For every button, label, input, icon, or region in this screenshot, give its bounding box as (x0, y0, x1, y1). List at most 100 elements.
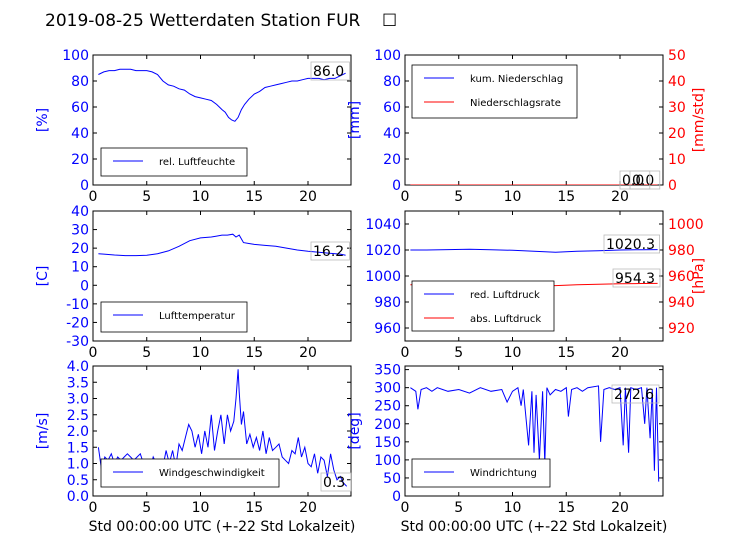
x-tick-label: 5 (454, 189, 463, 205)
y-tick-label: 40 (383, 126, 401, 142)
y-tick-label: 1000 (365, 269, 401, 285)
y-tick-label: 2.0 (67, 424, 89, 440)
legend-label: kum. Niederschlag (470, 74, 563, 85)
y-tick-label: 250 (374, 399, 401, 415)
y-tick-label: 1.5 (67, 440, 89, 456)
current-value-label: 86.0 (313, 64, 344, 80)
y-right-tick-label: 940 (668, 295, 695, 311)
legend: kum. Niederschlag Niederschlagsrate (411, 64, 578, 119)
y-tick-label: 100 (62, 48, 89, 64)
legend: Windrichtung (411, 458, 551, 488)
figure-title: 2019-08-25 Wetterdaten Station FUR (45, 11, 361, 31)
x-axis-label: Std 00:00:00 UTC (+-22 Std Lokalzeit) (89, 519, 356, 535)
y-tick-label: 0 (80, 178, 89, 194)
legend-label: Windrichtung (470, 468, 537, 479)
y-tick-label: 0.0 (67, 489, 89, 505)
x-tick-label: 5 (142, 345, 151, 361)
y-tick-label: 0 (392, 489, 401, 505)
panel-temperature: 0 5 10 15 20 -30 -20 -10 0 10 20 30 40 [C] Lufttempera… (35, 204, 352, 361)
current-value-label-box (310, 241, 350, 261)
current-value-label: 272.6 (614, 387, 654, 403)
y-axis-label: [deg] (347, 412, 363, 449)
x-tick-label: 10 (504, 345, 522, 361)
x-axis-label: Std 00:00:00 UTC (+-22 Std Lokalzeit) (401, 519, 668, 535)
y-right-tick-label: 960 (668, 269, 695, 285)
legend: Windgeschwindigkeit (100, 458, 280, 488)
x-tick-label: 0 (401, 500, 410, 516)
y-right-tick-label: 0 (668, 178, 677, 194)
legend-box (411, 280, 555, 332)
y-tick-label: 2.5 (67, 408, 89, 424)
y-tick-label: 80 (71, 74, 89, 90)
y-tick-label: 150 (374, 435, 401, 451)
y-tick-label: -10 (66, 297, 89, 313)
x-tick-label: 5 (142, 189, 151, 205)
legend-box (411, 458, 551, 488)
x-tick-label: 20 (299, 189, 317, 205)
x-tick-label: 20 (611, 345, 629, 361)
legend-label: Lufttemperatur (159, 311, 236, 322)
x-tick-label: 15 (557, 345, 575, 361)
y-right-tick-label: 40 (668, 74, 686, 90)
y-right-axis-label: [hPa] (691, 258, 707, 294)
y-tick-label: 10 (71, 260, 89, 276)
panel-pressure: 0 5 10 15 20 960 980 1000 1020 1040 920 940 960 980 10… (365, 210, 707, 361)
panel-wind_direction: 0 5 10 15 20050100150200250300350[deg]Windri… (347, 363, 667, 535)
current-value-label-box (310, 61, 350, 81)
x-tick-label: 15 (245, 189, 263, 205)
current-value-right-label-box (612, 268, 661, 288)
panel-humidity: 0 5 10 15 20 0 20 40 60 80 100 [%] rel. Luftfeuchte 8… (35, 48, 352, 205)
y-tick-label: 960 (374, 321, 401, 337)
series-line-rel-luftfeuchte (98, 68, 346, 122)
legend-box (100, 147, 248, 177)
y-axis-label: [mm] (347, 101, 363, 139)
x-tick-label: 0 (89, 500, 98, 516)
current-value-label: 16.2 (313, 244, 344, 260)
x-tick-label: 20 (611, 500, 629, 516)
y-right-tick-label: 920 (668, 321, 695, 337)
x-tick-label: 15 (557, 500, 575, 516)
y-tick-label: 40 (71, 126, 89, 142)
x-tick-label: 5 (454, 500, 463, 516)
series-line-windgeschwindigkeit (97, 369, 348, 487)
current-value-right-label-box (619, 170, 651, 190)
x-tick-label: 10 (192, 189, 210, 205)
y-right-tick-label: 30 (668, 100, 686, 116)
y-right-tick-label: 10 (668, 152, 686, 168)
x-tick-label: 10 (192, 500, 210, 516)
current-value-label-box (611, 384, 660, 404)
current-value-right-label: 0.0 (622, 173, 644, 189)
y-right-tick-label: 1000 (668, 217, 704, 233)
current-value-label-box (320, 472, 352, 492)
y-axis-label: [m/s] (35, 413, 51, 450)
legend: Lufttemperatur (100, 301, 248, 333)
x-tick-label: 15 (245, 500, 263, 516)
current-value-label-box (603, 234, 660, 254)
y-tick-label: 50 (383, 471, 401, 487)
y-tick-label: 100 (374, 453, 401, 469)
y-tick-label: 20 (383, 152, 401, 168)
y-tick-label: 20 (71, 152, 89, 168)
x-tick-label: 10 (504, 189, 522, 205)
x-tick-label: 10 (504, 500, 522, 516)
x-tick-label: 20 (611, 189, 629, 205)
legend-label: rel. Luftfeuchte (159, 157, 235, 168)
y-tick-label: 1020 (365, 243, 401, 259)
legend-label: Windgeschwindigkeit (159, 468, 265, 479)
x-tick-label: 5 (142, 500, 151, 516)
y-tick-label: 0 (392, 178, 401, 194)
y-tick-label: -20 (66, 315, 89, 331)
current-value-label: 0.3 (323, 475, 345, 491)
figure-title-glyph: ☐ (382, 11, 397, 31)
legend: red. Luftdruck abs. Luftdruck (411, 280, 555, 332)
y-tick-label: 60 (71, 100, 89, 116)
y-tick-label: 980 (374, 295, 401, 311)
y-axis-label: [C] (35, 266, 51, 287)
y-tick-label: 3.0 (67, 392, 89, 408)
y-right-tick-label: 50 (668, 48, 686, 64)
y-tick-label: 1.0 (67, 457, 89, 473)
legend: rel. Luftfeuchte (100, 147, 248, 177)
legend-label: abs. Luftdruck (470, 314, 541, 325)
y-tick-label: 20 (71, 241, 89, 257)
